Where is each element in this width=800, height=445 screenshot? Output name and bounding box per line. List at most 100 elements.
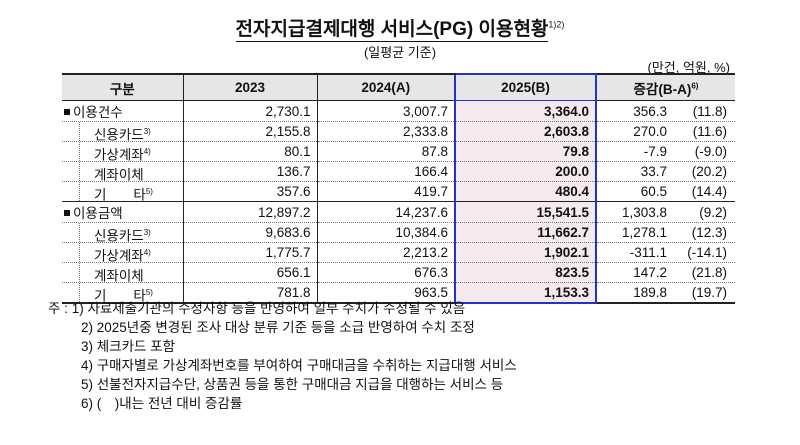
table-row: 신용카드3) 2,155.8 2,333.8 2,603.8 270.0 (11.6) — [62, 121, 735, 143]
row-label-text: 신용카드 — [94, 127, 144, 143]
row-footnote: 3) — [143, 228, 151, 237]
table-row: 기 타5) 781.8 963.5 1,153.3 189.8 (19.7) — [62, 282, 735, 304]
diff-pct: (14.4) — [691, 184, 727, 199]
square-bullet-icon — [64, 210, 70, 216]
table-row: 계좌이체 136.7 166.4 200.0 33.7 (20.2) — [62, 161, 735, 183]
pg-usage-table: 구분 2023 2024(A) 2025(B) 증감(B-A)6) 이용건수 2,… — [62, 73, 735, 304]
col-2025: 2025(B) — [454, 73, 597, 101]
title-footnote: 1)2) — [548, 19, 565, 30]
note-4: 4) 구매자별로 가상계좌번호를 부여하여 구매대금을 수취하는 지급대행 서비… — [81, 358, 517, 373]
cell-2024: 166.4 — [316, 161, 455, 182]
table-row: 기 타5) 357.6 419.7 480.4 60.5 (14.4) — [62, 181, 735, 203]
row-footnote: 3) — [143, 127, 151, 136]
cell-2023: 656.1 — [182, 262, 317, 283]
row-label: 계좌이체 — [62, 262, 183, 284]
row-label: 계좌이체 — [62, 161, 183, 183]
page-title: 전자지급결제대행 서비스(PG) 이용현황1)2) — [0, 14, 800, 42]
col-diff-footnote: 6) — [691, 81, 699, 90]
square-bullet-icon — [64, 109, 70, 115]
footnotes: 주 : 1) 자료제출기관의 수정사항 등을 반영하여 일부 수치가 수정될 수… — [48, 299, 517, 413]
cell-2025: 15,541.5 — [454, 201, 597, 223]
row-label: 기 타5) — [62, 181, 183, 203]
row-label: 가상계좌4) — [62, 242, 183, 264]
cell-2023: 12,897.2 — [182, 201, 317, 223]
note-3: 3) 체크카드 포함 — [81, 339, 176, 354]
subtitle: (일평균 기준) — [363, 45, 437, 60]
row-label-text: 계좌이체 — [94, 268, 144, 284]
row-label-text: 신용카드 — [94, 228, 144, 244]
diff-value: 1,278.1 — [621, 225, 667, 240]
row-label-text: 계좌이체 — [94, 167, 144, 183]
diff-pct: (-9.0) — [694, 144, 727, 159]
row-label-text: 기 타 — [94, 187, 146, 203]
cell-2024: 14,237.6 — [316, 201, 455, 223]
diff-value: 33.7 — [640, 164, 667, 179]
col-category: 구분 — [62, 73, 183, 101]
row-label: 신용카드3) — [62, 121, 183, 143]
cell-diff: 189.8 (19.7) — [595, 282, 735, 304]
diff-pct: (20.2) — [691, 164, 727, 179]
row-footnote: 4) — [143, 248, 151, 257]
row-label: 이용금액 — [62, 201, 183, 223]
row-footnote: 5) — [145, 187, 153, 196]
diff-pct: (11.8) — [692, 103, 727, 119]
table-row: 가상계좌4) 80.1 87.8 79.8 -7.9 (-9.0) — [62, 141, 735, 163]
table-row: 가상계좌4) 1,775.7 2,213.2 1,902.1 -311.1 (-14.1) — [62, 242, 735, 264]
note-6: 6) ( )내는 전년 대비 증감률 — [81, 396, 243, 411]
cell-2023: 9,683.6 — [182, 222, 317, 243]
diff-value: 270.0 — [633, 124, 667, 139]
note-text: 1) 자료제출기관의 수정사항 등을 반영하여 일부 수치가 수정될 수 있음 — [71, 301, 466, 316]
cell-2024: 87.8 — [316, 141, 455, 162]
diff-value: 60.5 — [640, 184, 667, 199]
cell-2023: 2,155.8 — [182, 121, 317, 142]
diff-value: 356.3 — [633, 103, 667, 119]
cell-2025: 823.5 — [454, 262, 597, 283]
col-diff-label: 증감(B-A) — [633, 81, 692, 97]
row-label: 이용건수 — [62, 100, 183, 122]
diff-pct: (-14.1) — [687, 245, 727, 260]
row-label-text: 이용건수 — [73, 105, 123, 120]
cell-2024: 3,007.7 — [316, 100, 455, 122]
unit-label: (만건, 억원, %) — [647, 60, 730, 75]
cell-diff: -7.9 (-9.0) — [595, 141, 735, 162]
cell-diff: 356.3 (11.8) — [595, 100, 735, 122]
diff-pct: (11.6) — [692, 124, 727, 139]
cell-diff: 147.2 (21.8) — [595, 262, 735, 283]
cell-2023: 1,775.7 — [182, 242, 317, 263]
header-row: 구분 2023 2024(A) 2025(B) 증감(B-A)6) — [62, 73, 735, 101]
diff-pct: (21.8) — [691, 265, 727, 280]
cell-2024: 676.3 — [316, 262, 455, 283]
cell-2023: 781.8 — [182, 282, 317, 304]
row-footnote: 4) — [143, 147, 151, 156]
cell-diff: 1,278.1 (12.3) — [595, 222, 735, 243]
row-label-text: 가상계좌 — [94, 147, 144, 163]
row-label-text: 이용금액 — [73, 206, 123, 221]
cell-diff: 1,303.8 (9.2) — [595, 201, 735, 223]
diff-value: 189.8 — [633, 285, 667, 300]
diff-pct: (12.3) — [691, 225, 727, 240]
cell-2023: 2,730.1 — [182, 100, 317, 122]
cell-2023: 136.7 — [182, 161, 317, 182]
table-row: 계좌이체 656.1 676.3 823.5 147.2 (21.8) — [62, 262, 735, 284]
table-row: 신용카드3) 9,683.6 10,384.6 11,662.7 1,278.1 (12.… — [62, 222, 735, 244]
diff-value: 1,303.8 — [621, 204, 667, 220]
cell-2025: 200.0 — [454, 161, 597, 182]
col-2023: 2023 — [182, 73, 317, 101]
cell-diff: 60.5 (14.4) — [595, 181, 735, 202]
row-label-text: 가상계좌 — [94, 248, 144, 264]
notes-prefix: 주 : — [48, 301, 68, 316]
cell-2024: 419.7 — [316, 181, 455, 202]
diff-pct: (9.2) — [699, 204, 727, 220]
cell-2025: 1,153.3 — [454, 282, 597, 304]
cell-2024: 2,333.8 — [316, 121, 455, 142]
cell-2025: 1,902.1 — [454, 242, 597, 263]
cell-2023: 80.1 — [182, 141, 317, 162]
table-row: 이용금액 12,897.2 14,237.6 15,541.5 1,303.8 (9.2) — [62, 201, 735, 223]
cell-2025: 3,364.0 — [454, 100, 597, 122]
note-1: 주 : 1) 자료제출기관의 수정사항 등을 반영하여 일부 수치가 수정될 수… — [48, 299, 517, 318]
cell-2024: 963.5 — [316, 282, 455, 304]
cell-diff: -311.1 (-14.1) — [595, 242, 735, 263]
row-footnote: 5) — [145, 288, 153, 297]
col-2024: 2024(A) — [316, 73, 455, 101]
diff-value: -7.9 — [643, 144, 667, 159]
